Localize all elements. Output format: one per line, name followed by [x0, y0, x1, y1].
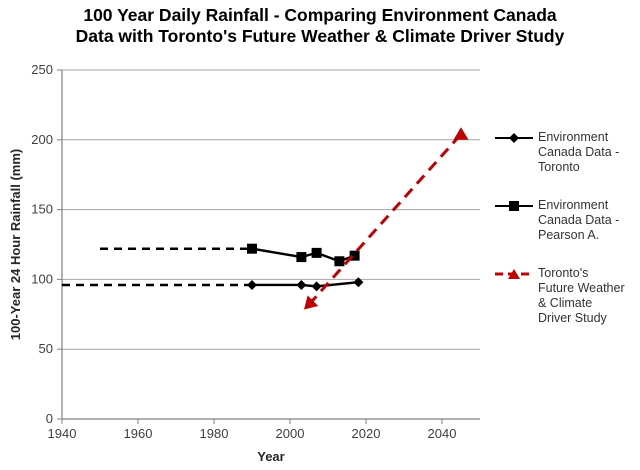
y-tick-label: 150: [31, 202, 53, 217]
legend-label-ec-pearson: Environment Canada Data - Pearson A.: [538, 198, 619, 243]
x-tick-label: 2020: [352, 426, 381, 441]
chart-title-line1: 100 Year Daily Rainfall - Comparing Envi…: [83, 5, 557, 25]
legend-text-line: Environment: [538, 198, 609, 212]
legend-marker-diamond-line: [495, 133, 533, 143]
legend: Environment Canada Data - Toronto Enviro…: [494, 130, 640, 349]
data-point-square: [247, 243, 257, 254]
data-point-square: [311, 247, 322, 258]
x-tick-label: 1960: [124, 426, 153, 441]
y-axis-title: 100-Year 24 Hour Rainfall (mm): [8, 149, 23, 340]
legend-label-ec-toronto: Environment Canada Data - Toronto: [538, 130, 619, 175]
legend-label-future-study: Toronto's Future Weather & Climate Drive…: [538, 266, 625, 326]
x-tick-label: 2040: [428, 426, 457, 441]
y-tick-label: 0: [46, 411, 53, 426]
legend-text-line: Future Weather: [538, 281, 625, 295]
y-tick-label: 100: [31, 271, 53, 286]
legend-item-ec-toronto: Environment Canada Data - Toronto: [494, 130, 640, 175]
data-point-diamond: [353, 277, 364, 288]
legend-text-line: Pearson A.: [538, 228, 600, 242]
legend-text-line: Toronto: [538, 160, 580, 174]
y-tick-label: 200: [31, 132, 53, 147]
data-point-square: [296, 252, 307, 263]
legend-text-line: Canada Data -: [538, 213, 620, 227]
legend-item-ec-pearson: Environment Canada Data - Pearson A.: [494, 198, 640, 243]
x-tick-label: 1980: [200, 426, 229, 441]
square-icon: [509, 201, 519, 211]
legend-text-line: Canada Data -: [538, 145, 620, 159]
data-point-diamond: [296, 279, 307, 290]
start-arrowhead: [304, 295, 319, 310]
legend-text-line: Toronto's: [538, 266, 589, 280]
x-tick-label: 1940: [48, 426, 77, 441]
data-point-diamond: [311, 281, 322, 292]
legend-item-future-study: Toronto's Future Weather & Climate Drive…: [494, 266, 640, 326]
chart-title: 100 Year Daily Rainfall - Comparing Envi…: [0, 5, 640, 47]
data-point-diamond: [247, 279, 257, 290]
x-tick-label: 2000: [276, 426, 305, 441]
chart-title-line2: Data with Toronto's Future Weather & Cli…: [75, 26, 565, 46]
y-tick-label: 50: [39, 341, 53, 356]
series-line: [252, 280, 359, 288]
legend-text-line: Driver Study: [538, 311, 607, 325]
y-tick-label: 250: [31, 62, 53, 77]
legend-marker-triangle-dashed-line: [495, 269, 533, 279]
legend-text-line: & Climate: [538, 296, 593, 310]
data-point-square: [334, 256, 345, 267]
x-axis-title: Year: [257, 449, 284, 464]
triangle-icon: [508, 269, 520, 279]
legend-marker-square-line: [495, 201, 533, 211]
data-point-triangle: [453, 127, 469, 140]
diamond-icon: [509, 133, 519, 143]
series-line: [307, 133, 463, 306]
data-point-square: [349, 250, 360, 261]
legend-text-line: Environment: [538, 130, 609, 144]
